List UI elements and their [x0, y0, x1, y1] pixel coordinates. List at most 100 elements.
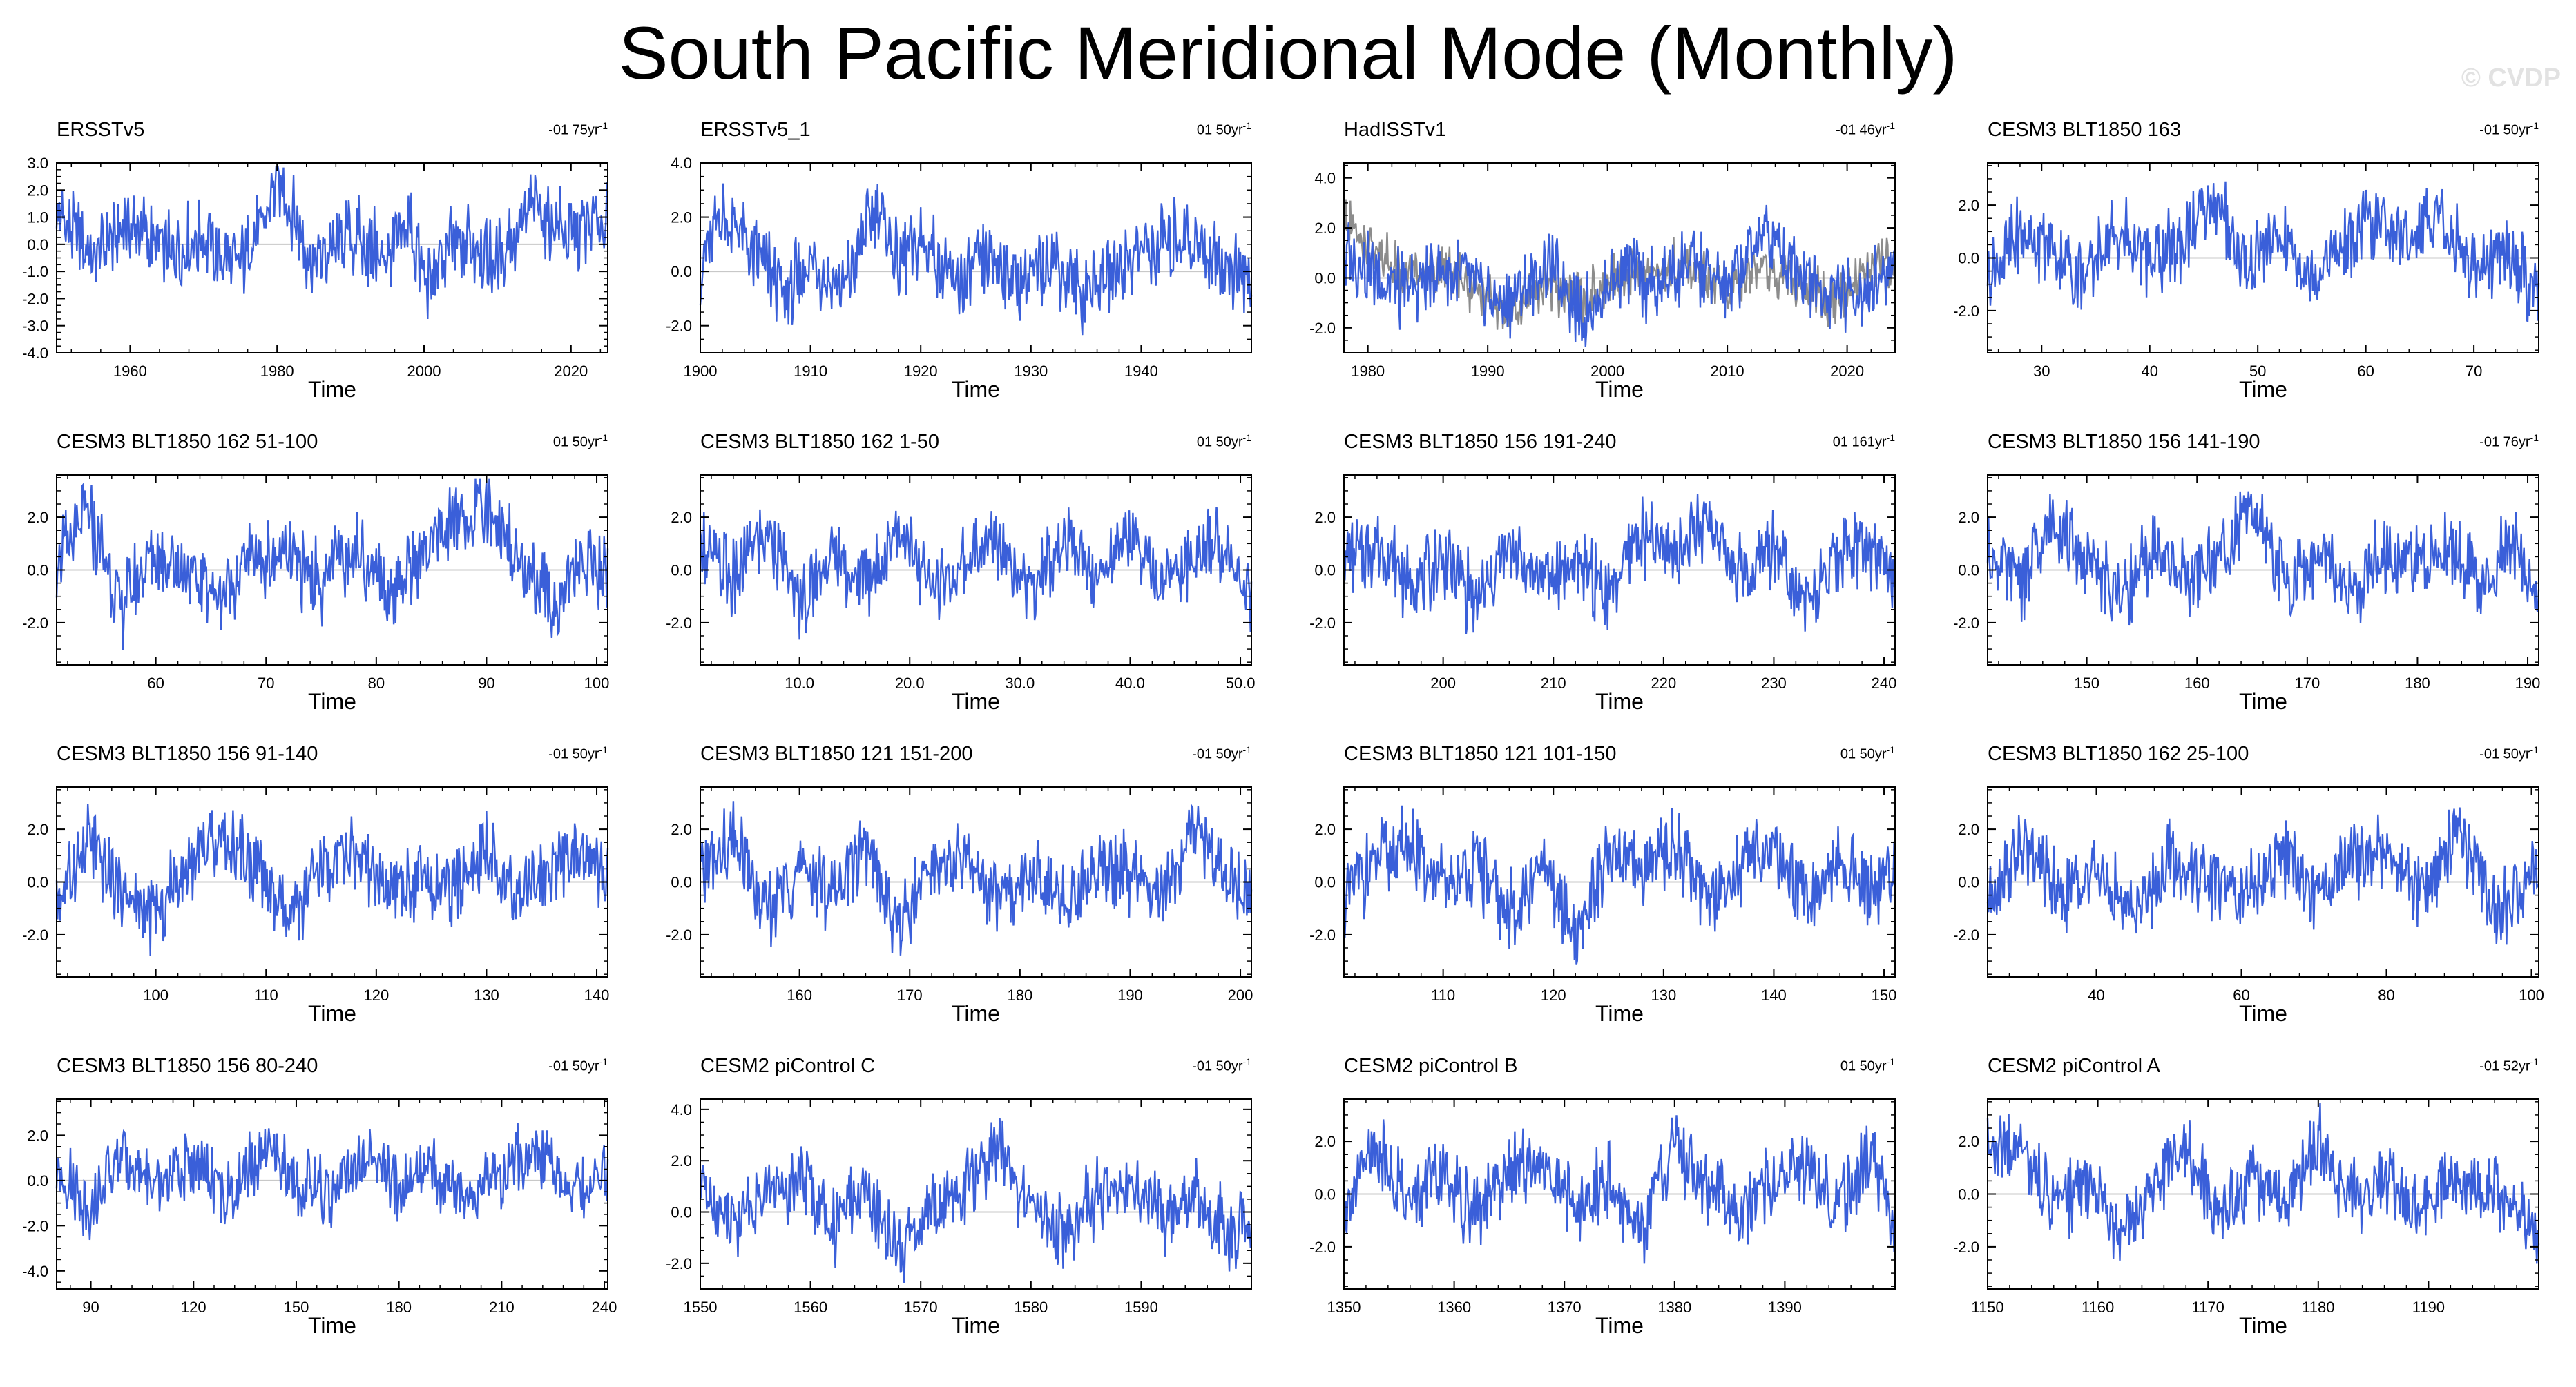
x-axis-label: Time	[1595, 689, 1644, 714]
time-series-plot: -2.0 0.0 2.0 30 40 50 60 70	[1953, 162, 2540, 380]
y-tick-label: -2.0	[22, 927, 48, 944]
y-tick-label: 3.0	[27, 155, 48, 172]
x-tick-label: 240	[1872, 675, 1897, 692]
series-line	[55, 478, 609, 651]
x-tick-label: 1910	[794, 362, 827, 380]
y-tick-label: 0.0	[671, 874, 692, 891]
x-axis-label: Time	[2239, 1313, 2287, 1338]
x-tick-label: 190	[2515, 675, 2541, 692]
trend-label: -01 46yr-1	[1836, 120, 1895, 138]
y-tick-label: 0.0	[671, 263, 692, 280]
y-tick-label: 0.0	[1958, 562, 1979, 579]
series-line	[699, 507, 1253, 640]
panel-title: CESM3 BLT1850 162 51-100	[57, 431, 318, 453]
x-tick-label: 110	[254, 987, 278, 1004]
chart-panel: HadISSTv1 -01 46yr-1 Time -2.0 0.0 2.0 4.0 1980…	[1287, 110, 1909, 407]
y-tick-label: 2.0	[1314, 220, 1336, 237]
series-line	[1343, 494, 1896, 634]
series-line	[55, 166, 609, 320]
trend-label: 01 50yr-1	[1196, 120, 1251, 138]
y-tick-label: 0.0	[27, 874, 48, 891]
x-axis-label: Time	[2239, 1001, 2287, 1026]
x-tick-label: 1900	[684, 362, 718, 380]
y-tick-label: 0.0	[1314, 1186, 1336, 1203]
x-tick-label: 160	[2184, 675, 2210, 692]
y-tick-label: 2.0	[671, 209, 692, 226]
x-tick-label: 1360	[1437, 1299, 1471, 1316]
x-axis-label: Time	[2239, 689, 2287, 714]
x-tick-label: 60	[2357, 362, 2374, 380]
x-tick-label: 120	[181, 1299, 206, 1316]
x-tick-label: 180	[1007, 987, 1032, 1004]
x-tick-label: 80	[368, 675, 385, 692]
x-tick-label: 180	[2405, 675, 2430, 692]
panel-title: CESM3 BLT1850 156 91-140	[57, 743, 318, 765]
x-tick-label: 120	[363, 987, 389, 1004]
series-line	[699, 183, 1253, 336]
x-axis-label: Time	[952, 377, 1000, 402]
x-tick-label: 180	[386, 1299, 412, 1316]
panel-title: CESM3 BLT1850 121 101-150	[1344, 743, 1617, 765]
x-tick-label: 230	[1761, 675, 1787, 692]
chart-panel: CESM3 BLT1850 162 51-100 01 50yr-1 Time -2.…	[0, 423, 622, 719]
x-axis-label: Time	[952, 1001, 1000, 1026]
x-tick-label: 100	[2519, 987, 2544, 1004]
x-tick-label: 1390	[1768, 1299, 1802, 1316]
x-tick-label: 50	[2249, 362, 2266, 380]
chart-panel: CESM3 BLT1850 163 -01 50yr-1 Time -2.0 0.0 2.…	[1931, 110, 2553, 407]
plot-frame	[1343, 162, 1896, 353]
x-axis-label: Time	[1595, 1001, 1644, 1026]
y-tick-label: 0.0	[671, 562, 692, 579]
x-tick-label: 1370	[1548, 1299, 1582, 1316]
panel-title: CESM2 piControl A	[1988, 1055, 2160, 1077]
plot-frame	[56, 1098, 608, 1290]
x-tick-label: 150	[2074, 675, 2099, 692]
x-tick-label: 70	[2466, 362, 2482, 380]
series-line	[1986, 1103, 2540, 1264]
x-tick-label: 150	[1872, 987, 1897, 1004]
x-tick-label: 160	[787, 987, 812, 1004]
x-tick-label: 220	[1651, 675, 1676, 692]
y-tick-label: 0.0	[1314, 562, 1336, 579]
x-tick-label: 200	[1228, 987, 1253, 1004]
x-tick-label: 210	[489, 1299, 515, 1316]
time-series-plot: -4.0 -3.0 -2.0 -1.0 0.0 1.0 2.0 3.0 1960 1980 2000…	[22, 155, 609, 380]
x-tick-label: 120	[1541, 987, 1566, 1004]
time-series-plot: -2.0 0.0 2.0 1150 1160 1170 1180 1190	[1953, 1098, 2540, 1316]
page-title: South Pacific Meridional Mode (Monthly)	[618, 11, 1958, 95]
y-tick-label: 2.0	[1314, 821, 1336, 838]
time-series-plot: -2.0 0.0 2.0 1350 1360 1370 1380 1390	[1309, 1098, 1896, 1316]
trend-label: -01 50yr-1	[2479, 744, 2539, 762]
x-tick-label: 110	[1431, 987, 1455, 1004]
x-tick-label: 1550	[684, 1299, 718, 1316]
chart-panel: CESM3 BLT1850 162 1-50 01 50yr-1 Time -2.0 0…	[644, 423, 1265, 719]
chart-panel: CESM3 BLT1850 156 91-140 -01 50yr-1 Time -2…	[0, 735, 622, 1031]
y-tick-label: 0.0	[671, 1204, 692, 1221]
y-tick-label: -2.0	[22, 1217, 48, 1234]
time-series-plot: -2.0 0.0 2.0 10.0 20.0 30.0 40.0 50.0	[666, 474, 1255, 692]
chart-panel: CESM3 BLT1850 121 151-200 -01 50yr-1 Time -…	[644, 735, 1265, 1031]
x-tick-label: 1160	[2082, 1299, 2114, 1316]
y-tick-label: -2.0	[1309, 927, 1336, 944]
y-tick-label: -2.0	[666, 614, 692, 632]
y-tick-label: 2.0	[1314, 509, 1336, 526]
x-tick-label: 2020	[554, 362, 588, 380]
x-tick-label: 130	[474, 987, 499, 1004]
x-axis-label: Time	[1595, 1313, 1644, 1338]
y-tick-label: -2.0	[666, 1255, 692, 1272]
y-tick-label: 4.0	[1314, 170, 1336, 187]
series-line	[1343, 805, 1896, 965]
series-line	[699, 801, 1253, 956]
x-tick-label: 20.0	[895, 675, 925, 692]
x-tick-label: 1980	[1351, 362, 1385, 380]
panel-title: CESM3 BLT1850 163	[1988, 119, 2181, 141]
y-tick-label: 2.0	[1958, 821, 1979, 838]
x-axis-label: Time	[952, 1313, 1000, 1338]
x-tick-label: 200	[1430, 675, 1456, 692]
x-tick-label: 80	[2378, 987, 2394, 1004]
trend-label: 01 161yr-1	[1832, 432, 1895, 450]
y-tick-label: 0.0	[1958, 874, 1979, 891]
x-tick-label: 40	[2141, 362, 2157, 380]
trend-label: -01 76yr-1	[2479, 432, 2539, 450]
y-tick-label: 2.0	[671, 821, 692, 838]
